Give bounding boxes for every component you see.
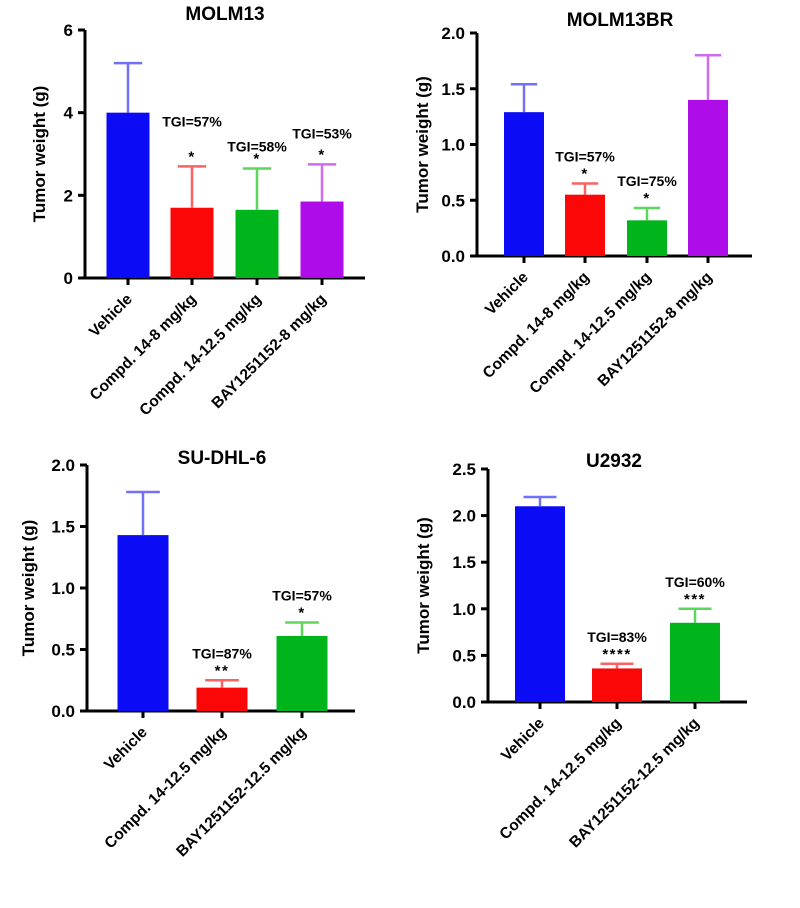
x-tick-label: BAY1251152-8 mg/kg [209,291,330,412]
x-tick-label: Compd. 14-8 mg/kg [87,291,200,404]
y-tick-label: 0.0 [441,247,465,266]
x-tick-label: Vehicle [86,291,136,341]
error-bar [177,165,207,208]
error-bar [510,83,538,113]
y-axis-title: Tumor weight (g) [30,86,49,223]
significance-stars: * [581,166,588,183]
y-tick-label: 2.0 [441,24,465,43]
error-bar [571,182,599,195]
error-bar [694,54,722,100]
tgi-label: TGI=87% [192,645,252,661]
tgi-label: TGI=53% [292,125,352,141]
x-tick-label: Vehicle [498,715,548,765]
y-tick-label: 0.0 [51,702,75,721]
y-tick-label: 0.5 [51,641,75,660]
chart-title: MOLM13BR [567,10,674,31]
y-tick-label: 1.0 [452,600,476,619]
error-bar [600,662,634,669]
x-tick-label: Compd. 14-8 mg/kg [480,269,593,382]
significance-stars: *** [684,591,706,608]
bar [170,207,214,278]
error-bar [126,490,160,536]
chart-canvas: U2932 0.0 0.5 1.0 1.5 2.0 2.5 Tumor weight (g) V… [414,451,747,852]
y-tick-label: 1.5 [452,553,476,572]
error-bar [633,206,661,221]
error-bar [242,167,272,210]
y-tick-label: 2.0 [452,507,476,526]
x-tick-label: Compd. 14-12.5 mg/kg [136,291,264,419]
y-tick-label: 1.5 [441,80,465,99]
y-tick-label: 0.5 [452,646,476,665]
error-bar [523,495,557,507]
x-tick-label: BAY1251152-12.5 mg/kg [566,715,703,852]
y-axis-title: Tumor weight (g) [413,76,432,213]
error-bar [678,607,712,623]
chart-title: MOLM13 [185,4,264,25]
bar [106,112,150,279]
chart-molm13: MOLM13 0 2 4 6 Tumor weight (g) Vehicle * TGI=57… [0,0,400,440]
error-bar [113,61,143,113]
chart-canvas: SU-DHL-6 0.0 0.5 1.0 1.5 2.0 Tumor weight (g) V… [19,448,355,861]
y-tick-label: 0.5 [441,191,465,210]
x-tick-label: BAY1251152-8 mg/kg [595,269,716,390]
significance-stars: * [253,150,260,167]
tgi-label: TGI=83% [587,629,647,645]
significance-stars: * [188,148,195,165]
chart-canvas: MOLM13 0 2 4 6 Tumor weight (g) Vehicle * TGI=57… [30,4,365,419]
y-tick-label: 1.0 [441,136,465,155]
y-tick-label: 1.0 [51,579,75,598]
bar [196,687,248,711]
bar [235,209,279,278]
chart-title: SU-DHL-6 [178,448,267,469]
significance-stars: * [643,190,650,207]
y-tick-label: 2.0 [51,456,75,475]
y-tick-label: 0.0 [452,693,476,712]
significance-stars: **** [602,646,631,663]
error-bar [307,163,337,202]
tgi-label: TGI=58% [227,138,287,154]
error-bar [205,679,239,688]
y-tick-label: 2.5 [452,460,476,479]
tgi-label: TGI=57% [555,149,615,165]
tgi-label: TGI=60% [665,574,725,590]
chart-molm13br: MOLM13BR 0.0 0.5 1.0 1.5 2.0 Tumor weight (g) V… [400,0,800,440]
significance-stars: * [318,146,325,163]
x-tick-label: Vehicle [482,269,532,319]
y-tick-label: 1.5 [51,518,75,537]
tgi-label: TGI=75% [617,173,677,189]
bar [670,622,720,702]
significance-stars: * [298,604,305,621]
bar [688,99,728,257]
tgi-label: TGI=57% [162,113,222,129]
y-axis-title: Tumor weight (g) [414,517,433,654]
x-tick-label: Compd. 14-12.5 mg/kg [526,269,654,397]
bar [515,506,565,702]
bar [117,535,169,711]
bar [627,220,667,256]
y-tick-label: 2 [64,186,73,205]
x-tick-label: Vehicle [101,724,151,774]
chart-title: U2932 [586,451,642,472]
y-tick-label: 0 [64,269,73,288]
bar [565,194,605,256]
x-tick-label: BAY1251152-12.5 mg/kg [173,724,310,861]
y-tick-label: 4 [64,104,74,123]
chart-u2932: U2932 0.0 0.5 1.0 1.5 2.0 2.5 Tumor weight (g) V… [400,440,800,908]
bar [592,668,642,702]
significance-stars: ** [215,662,230,679]
tgi-label: TGI=57% [272,587,332,603]
bar [504,112,544,256]
error-bar [285,621,319,636]
chart-su-dhl-6: SU-DHL-6 0.0 0.5 1.0 1.5 2.0 Tumor weight (g) V… [0,440,400,908]
bar [276,635,328,711]
bar [300,201,344,278]
chart-canvas: MOLM13BR 0.0 0.5 1.0 1.5 2.0 Tumor weight (g) V… [413,10,752,397]
y-axis-title: Tumor weight (g) [19,520,38,657]
y-tick-label: 6 [64,21,73,40]
